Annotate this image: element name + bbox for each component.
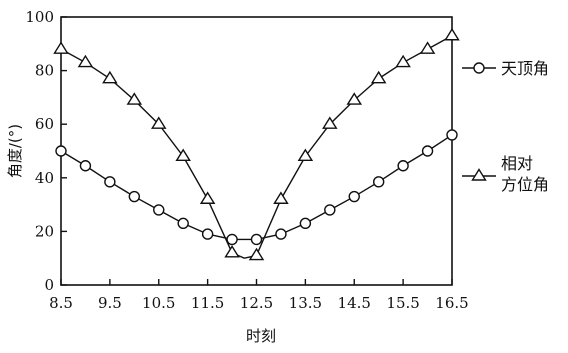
y-tick-label: 100 (25, 8, 54, 26)
zenith-point (299, 217, 312, 230)
legend-triangle-marker (471, 168, 487, 181)
azimuth-point (444, 27, 460, 41)
azimuth-point (273, 191, 289, 204)
x-tick-label: 14.5 (338, 294, 371, 312)
series-line-zenith (60, 134, 453, 241)
zenith-point (128, 190, 141, 203)
zenith-point (348, 190, 360, 203)
legend-circle-marker (473, 62, 485, 74)
x-tick-label: 12.5 (240, 294, 273, 312)
zenith-point (372, 176, 385, 188)
y-axis-title: 角度/(°) (6, 124, 24, 178)
zenith-point (153, 204, 165, 216)
azimuth-point (370, 70, 387, 84)
azimuth-point (297, 148, 314, 162)
zenith-point (324, 204, 336, 216)
x-tick-label: 8.5 (49, 294, 73, 312)
series-layer (53, 27, 460, 261)
zenith-point (250, 233, 263, 246)
zenith-point (226, 233, 238, 246)
zenith-point (446, 129, 458, 141)
y-axis-ticks: 0 20 40 60 80 100 (25, 8, 67, 294)
x-tick-label: 9.5 (98, 294, 122, 312)
azimuth-point (126, 92, 143, 105)
series-line-azimuth (60, 35, 453, 259)
y-tick-label: 0 (44, 276, 54, 294)
legend-item-zenith: 天顶角 (462, 59, 549, 78)
azimuth-point (102, 70, 118, 84)
x-tick-label: 16.5 (435, 294, 468, 312)
azimuth-point (175, 148, 191, 162)
azimuth-point (419, 41, 436, 54)
y-tick-label: 20 (35, 222, 54, 240)
y-tick-label: 40 (35, 169, 54, 187)
azimuth-point (53, 41, 69, 54)
x-axis-ticks: 8.5 9.5 10.5 11.5 12.5 13.5 14.5 15.5 16.5 (49, 279, 469, 312)
zenith-point (55, 145, 67, 157)
y-tick-label: 80 (35, 62, 54, 80)
azimuth-point (199, 191, 216, 204)
zenith-point (275, 228, 287, 240)
azimuth-point (395, 54, 411, 68)
legend-label-zenith: 天顶角 (501, 59, 549, 78)
zenith-point (421, 145, 434, 157)
legend: 天顶角 相对方位角 (462, 59, 549, 194)
legend-label-azimuth: 相对方位角 (501, 154, 549, 194)
x-tick-label: 10.5 (142, 294, 175, 312)
zenith-point (397, 160, 409, 172)
x-axis-title: 时刻 (246, 327, 276, 345)
zenith-point (104, 176, 116, 188)
x-tick-label: 13.5 (289, 294, 322, 312)
zenith-point (177, 217, 189, 230)
zenith-point (79, 160, 92, 172)
legend-item-azimuth: 相对方位角 (462, 154, 549, 194)
x-tick-label: 11.5 (191, 294, 224, 312)
azimuth-point (150, 116, 167, 129)
azimuth-point (224, 245, 240, 258)
zenith-point (201, 228, 214, 240)
azimuth-point (322, 116, 338, 129)
azimuth-point (248, 247, 265, 261)
y-tick-label: 60 (35, 115, 54, 133)
azimuth-point (346, 92, 363, 105)
x-tick-label: 15.5 (386, 294, 419, 312)
azimuth-point (77, 54, 94, 68)
